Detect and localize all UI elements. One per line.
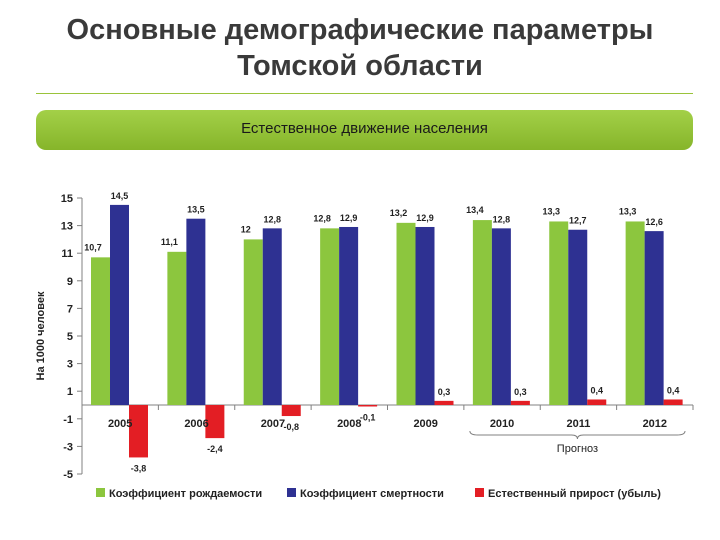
legend-label: Естественный прирост (убыль) bbox=[488, 488, 661, 500]
data-label: -3,8 bbox=[131, 463, 147, 473]
data-label: 12,8 bbox=[313, 213, 331, 223]
title-divider bbox=[36, 93, 693, 94]
data-label: 10,7 bbox=[84, 242, 102, 252]
title-line-2: Томской области bbox=[237, 50, 483, 82]
chart-title: Естественное движение населения bbox=[241, 120, 488, 137]
y-tick-label: 9 bbox=[67, 276, 73, 288]
data-label: 12,6 bbox=[645, 217, 663, 227]
chart-title-banner: Естественное движение населения bbox=[36, 110, 693, 150]
bar-death-2010 bbox=[491, 228, 511, 405]
legend-label: Коэффициент смертности bbox=[300, 488, 444, 500]
data-label: 0,4 bbox=[590, 385, 603, 395]
legend-swatch bbox=[287, 488, 296, 497]
bar-birth-2011 bbox=[549, 221, 569, 405]
page-title: Основные демографические параметры Томск… bbox=[0, 12, 720, 84]
data-label: 12,9 bbox=[416, 213, 434, 223]
data-label: 12,9 bbox=[340, 213, 358, 223]
x-tick-label: 2006 bbox=[184, 418, 208, 430]
forecast-brace bbox=[469, 430, 686, 440]
bar-death-2011 bbox=[568, 229, 588, 405]
bar-death-2007 bbox=[262, 228, 282, 405]
title-line-1: Основные демографические параметры bbox=[66, 14, 654, 46]
bar-death-2005 bbox=[110, 204, 129, 405]
bar-birth-2008 bbox=[320, 228, 340, 405]
bar-death-2009 bbox=[415, 226, 435, 405]
y-tick-label: 15 bbox=[61, 193, 73, 205]
y-tick-label: 1 bbox=[67, 386, 73, 398]
y-tick-label: 11 bbox=[61, 248, 73, 260]
bar-birth-2010 bbox=[472, 220, 492, 405]
legend-swatch bbox=[96, 488, 105, 497]
data-label: 13,2 bbox=[390, 208, 408, 218]
data-label: -0,8 bbox=[283, 422, 299, 432]
data-label: 12,7 bbox=[569, 216, 587, 226]
y-axis-label: На 1000 человек bbox=[35, 291, 47, 380]
legend-swatch bbox=[475, 488, 484, 497]
x-tick-label: 2008 bbox=[337, 418, 361, 430]
data-label: -0,1 bbox=[360, 412, 376, 422]
x-tick-label: 2012 bbox=[643, 418, 667, 430]
bar-birth-2006 bbox=[167, 251, 187, 405]
bar-natural-2009 bbox=[434, 400, 454, 405]
bar-natural-2007 bbox=[281, 405, 301, 417]
bar-natural-2012 bbox=[663, 399, 683, 405]
data-label: 12,8 bbox=[493, 214, 511, 224]
x-tick-label: 2009 bbox=[413, 418, 437, 430]
bar-birth-2005 bbox=[91, 257, 110, 405]
data-label: 0,3 bbox=[438, 387, 451, 397]
data-label: 13,3 bbox=[542, 206, 560, 216]
bar-death-2008 bbox=[339, 226, 359, 405]
bar-death-2012 bbox=[644, 231, 664, 405]
bar-birth-2007 bbox=[243, 239, 263, 405]
x-tick-label: 2007 bbox=[261, 418, 285, 430]
bar-birth-2009 bbox=[396, 222, 416, 405]
data-label: 13,5 bbox=[187, 205, 205, 215]
bar-natural-2011 bbox=[587, 399, 607, 405]
forecast-label: Прогноз bbox=[557, 443, 598, 455]
bar-natural-2006 bbox=[205, 405, 225, 439]
y-tick-label: -3 bbox=[63, 441, 73, 453]
y-tick-label: 3 bbox=[67, 359, 73, 371]
bar-death-2006 bbox=[186, 218, 206, 405]
data-label: 0,4 bbox=[667, 385, 680, 395]
legend-label: Коэффициент рождаемости bbox=[109, 488, 262, 500]
data-label: 13,3 bbox=[619, 206, 637, 216]
x-tick-label: 2005 bbox=[108, 418, 132, 430]
x-tick-label: 2010 bbox=[490, 418, 514, 430]
bar-natural-2005 bbox=[129, 405, 148, 458]
bar-natural-2010 bbox=[510, 400, 530, 405]
data-label: 0,3 bbox=[514, 387, 527, 397]
data-label: -2,4 bbox=[207, 444, 223, 454]
data-label: 12 bbox=[241, 224, 251, 234]
bar-natural-2008 bbox=[358, 405, 378, 407]
data-label: 12,8 bbox=[263, 214, 281, 224]
y-tick-label: -1 bbox=[63, 414, 73, 426]
y-tick-label: 7 bbox=[67, 303, 73, 315]
y-tick-label: 5 bbox=[67, 331, 73, 343]
y-tick-label: 13 bbox=[61, 221, 73, 233]
data-label: 11,1 bbox=[161, 237, 178, 247]
x-tick-label: 2011 bbox=[567, 418, 591, 430]
data-label: 14,5 bbox=[111, 191, 129, 201]
y-tick-label: -5 bbox=[63, 469, 73, 481]
bar-birth-2012 bbox=[625, 221, 645, 405]
data-label: 13,4 bbox=[466, 205, 484, 215]
